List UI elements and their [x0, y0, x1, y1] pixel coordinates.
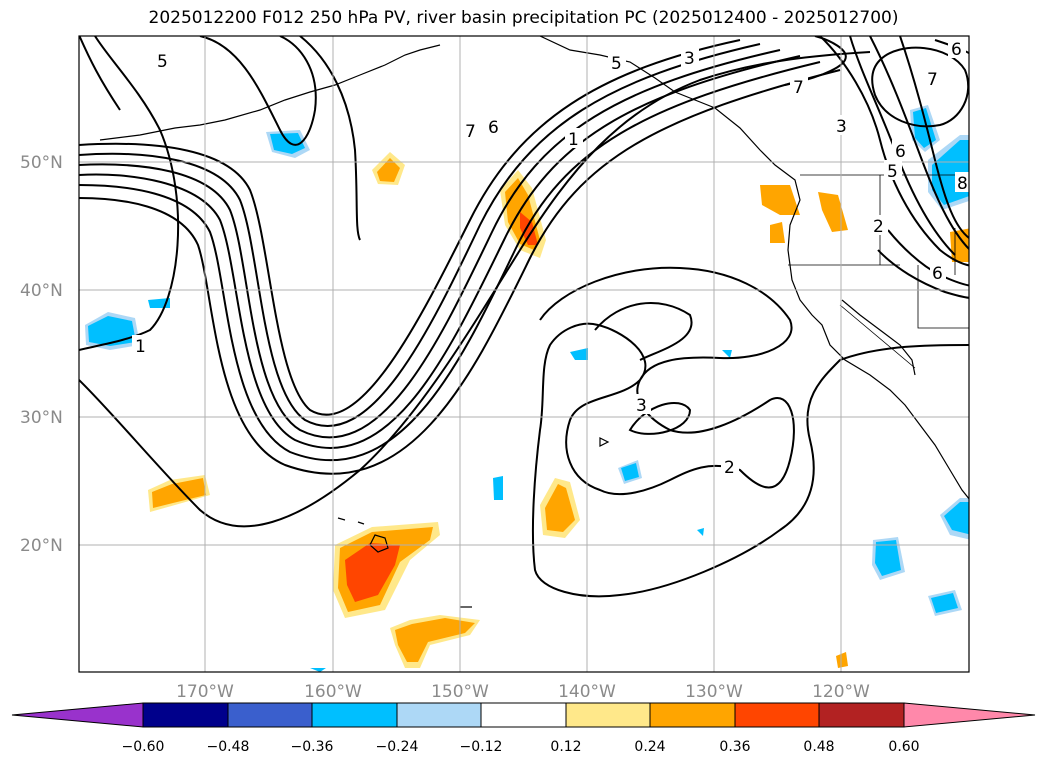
- colorbar-segment: [734, 702, 820, 728]
- colorbar-tick: 0.48: [803, 739, 834, 755]
- contour-label: 7: [793, 78, 804, 98]
- colorbar-segment: [649, 702, 736, 728]
- map-frame: [78, 35, 970, 673]
- colorbar-tick: −0.24: [376, 739, 419, 755]
- contour-label: 3: [836, 117, 847, 137]
- contour-label: 2: [724, 458, 735, 478]
- contour-label: 1: [568, 130, 579, 150]
- colorbar-tick: −0.12: [460, 739, 503, 755]
- contour-label: 6: [932, 264, 943, 284]
- contour-label: 5: [157, 52, 168, 72]
- contour-label: 3: [636, 396, 647, 416]
- lon-label: 150°W: [431, 682, 489, 702]
- lon-label: 130°W: [685, 682, 743, 702]
- lon-label: 170°W: [176, 682, 234, 702]
- contour-label: 5: [887, 162, 898, 182]
- colorbar-tick: 0.12: [550, 739, 581, 755]
- precip-positive-shading: [148, 152, 969, 668]
- lon-label: 120°W: [812, 682, 870, 702]
- colorbar-segment: [11, 702, 144, 728]
- colorbar-tick: −0.36: [291, 739, 334, 755]
- contour-label: 7: [465, 122, 476, 142]
- state-borders: [788, 174, 969, 369]
- colorbar-segment: [903, 702, 1036, 728]
- colorbar-tick: 0.36: [719, 739, 750, 755]
- contour-label: 8: [957, 174, 968, 194]
- colorbar-tick: 0.24: [634, 739, 665, 755]
- contour-label: 6: [488, 118, 499, 138]
- colorbar-segment: [480, 702, 567, 728]
- colorbar-tick: −0.48: [207, 739, 250, 755]
- colorbar-segment: [396, 702, 482, 728]
- colorbar-segment: [227, 702, 313, 728]
- contour-label: 7: [927, 70, 938, 90]
- colorbar-segment: [565, 702, 651, 728]
- graticule: [79, 36, 969, 672]
- colorbar-tick: −0.60: [122, 739, 165, 755]
- latitude-labels: 50°N 40°N 30°N 20°N: [20, 153, 63, 556]
- contour-label: 2: [873, 217, 884, 237]
- lon-label: 140°W: [558, 682, 616, 702]
- lon-label: 160°W: [304, 682, 362, 702]
- coastlines: [99, 36, 969, 608]
- colorbar-segment: [818, 702, 905, 728]
- contour-label: 1: [135, 337, 146, 357]
- contour-label: 5: [611, 54, 622, 74]
- colorbar-tick: 0.60: [888, 739, 919, 755]
- longitude-labels: 170°W 160°W 150°W 140°W 130°W 120°W: [176, 682, 870, 702]
- colorbar-segment: [311, 702, 398, 728]
- contour-label: 3: [684, 49, 695, 69]
- map-title: 2025012200 F012 250 hPa PV, river basin …: [148, 8, 899, 28]
- contour-label: 6: [951, 40, 962, 60]
- lat-label: 30°N: [20, 408, 63, 428]
- colorbar-segment: [142, 702, 229, 728]
- colorbar: [11, 702, 1036, 728]
- lat-label: 40°N: [20, 281, 63, 301]
- contour-labels: 5 7 6 1 5 3 7 3 6 6 7 5 2 3: [132, 38, 969, 478]
- lat-label: 50°N: [20, 153, 63, 173]
- lat-label: 20°N: [20, 536, 63, 556]
- colorbar-ticks: −0.60 −0.48 −0.36 −0.24 −0.12 0.12 0.24 …: [122, 739, 920, 755]
- contour-label: 6: [895, 142, 906, 162]
